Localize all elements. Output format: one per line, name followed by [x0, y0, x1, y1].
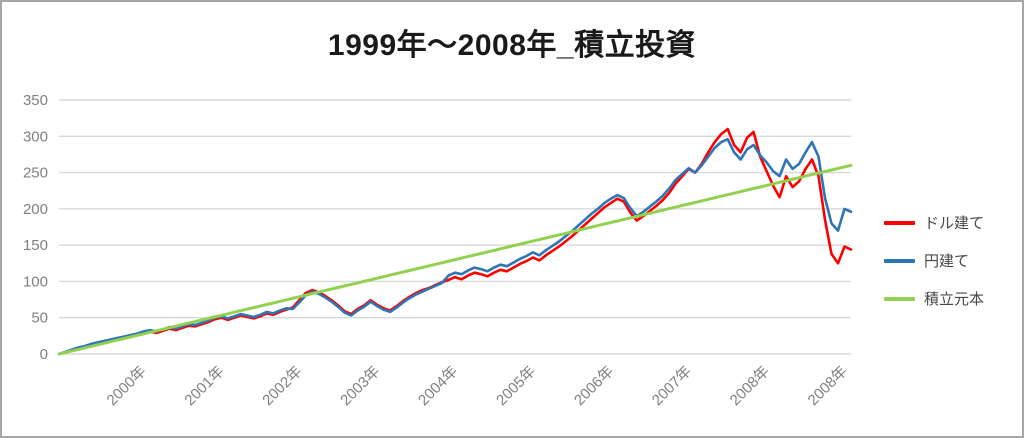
y-tick-label-0: 0 — [40, 346, 48, 363]
series-line-1 — [57, 137, 853, 356]
legend-swatch-principal — [884, 296, 915, 301]
y-tick-label-350: 350 — [23, 92, 48, 109]
x-tick-label-2: 2002年 — [259, 363, 305, 409]
legend-label-principal: 積立元本 — [924, 291, 985, 308]
x-tick-label-4: 2004年 — [415, 363, 461, 409]
x-tick-label-1: 2001年 — [181, 363, 227, 409]
x-tick-label-8: 2008年 — [727, 363, 773, 409]
legend-swatch-yen — [884, 258, 915, 263]
legend-swatch-dollar — [884, 220, 915, 225]
x-tick-label-5: 2005年 — [493, 363, 539, 409]
series-line-0 — [57, 127, 853, 356]
x-tick-label-6: 2006年 — [571, 363, 617, 409]
chart-title: 1999年〜2008年_積立投資 — [327, 29, 697, 62]
legend-item-principal: 積立元本 — [884, 288, 984, 309]
y-tick-label-50: 50 — [31, 310, 48, 327]
legend: ドル建て 円建て 積立元本 — [884, 212, 984, 309]
x-tick-label-3: 2003年 — [337, 363, 383, 409]
series-line-2 — [57, 163, 853, 356]
legend-label-dollar: ドル建て — [924, 215, 985, 232]
y-tick-label-200: 200 — [23, 201, 48, 218]
x-tick-label-0: 2000年 — [104, 363, 150, 409]
y-tick-label-300: 300 — [23, 128, 48, 145]
legend-item-yen: 円建て — [884, 250, 984, 271]
legend-item-dollar: ドル建て — [884, 212, 984, 233]
y-tick-label-250: 250 — [23, 165, 48, 182]
x-tick-label-9: 2008年 — [805, 363, 851, 409]
y-tick-label-150: 150 — [23, 237, 48, 254]
y-tick-label-100: 100 — [23, 273, 48, 290]
x-tick-label-7: 2007年 — [649, 363, 695, 409]
legend-label-yen: 円建て — [924, 253, 970, 270]
